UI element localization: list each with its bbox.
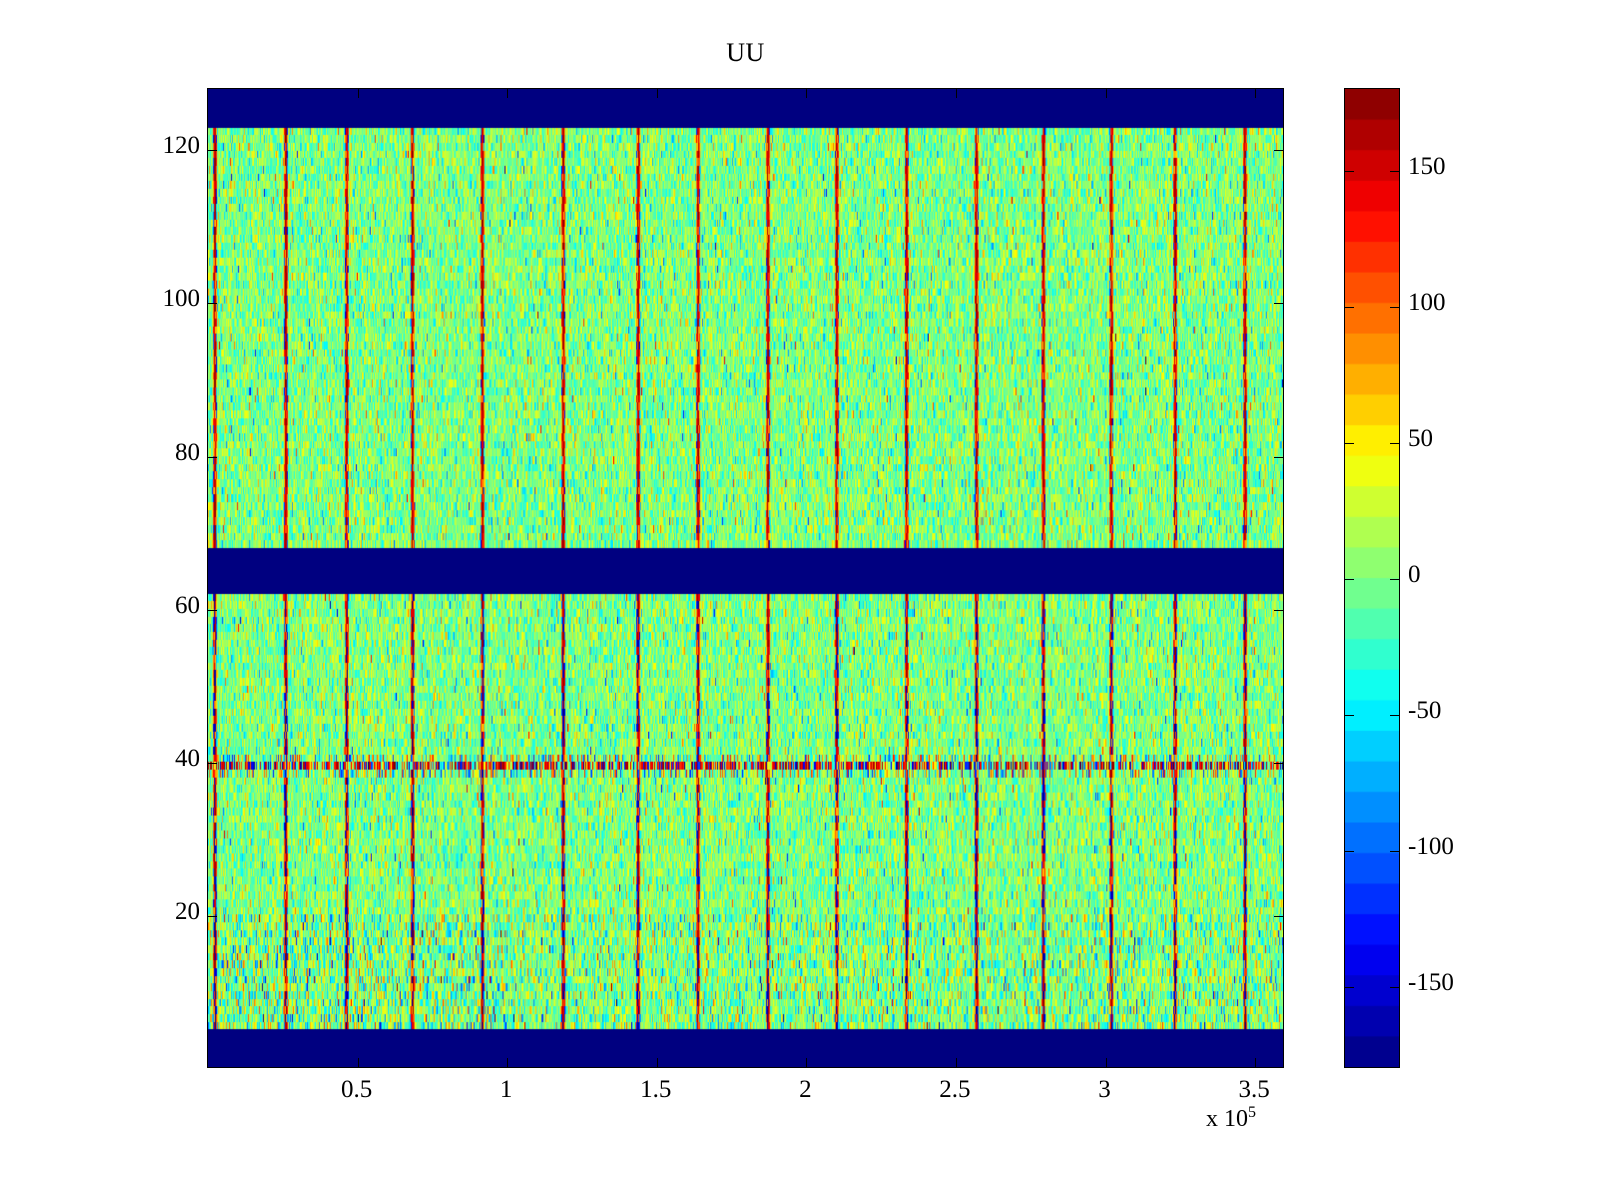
y-tick-label-60: 60 xyxy=(175,591,200,619)
x-tick-top-3.5 xyxy=(1255,89,1257,98)
x-tick-top-2.5 xyxy=(955,89,957,98)
colorbar-tick--150 xyxy=(1345,987,1354,989)
x-tick-0.5 xyxy=(357,1058,359,1067)
colorbar-tick-label-150: 150 xyxy=(1408,152,1446,180)
x-tick-top-0.5 xyxy=(357,89,359,98)
colorbar-tick-150 xyxy=(1345,170,1354,172)
y-tick-right-40 xyxy=(1274,762,1283,764)
x-tick-label-2.5: 2.5 xyxy=(939,1076,971,1103)
x-tick-label-3.5: 3.5 xyxy=(1238,1076,1270,1103)
x-tick-label-0.5: 0.5 xyxy=(340,1076,373,1103)
heatmap-axes[interactable] xyxy=(207,88,1284,1068)
x-axis-exponent-label: x 105 xyxy=(1206,1104,1256,1132)
x-tick-3.5 xyxy=(1255,1058,1257,1067)
y-tick-100 xyxy=(208,303,217,305)
x-tick-3 xyxy=(1105,1058,1107,1067)
y-tick-40 xyxy=(208,762,217,764)
colorbar-tick-right-100 xyxy=(1390,306,1399,308)
y-tick-label-100: 100 xyxy=(162,285,201,313)
y-tick-right-100 xyxy=(1274,303,1283,305)
colorbar-tick-label-50: 50 xyxy=(1408,424,1433,452)
heatmap-image xyxy=(208,89,1283,1067)
y-tick-60 xyxy=(208,609,217,611)
colorbar-tick-0 xyxy=(1345,579,1354,580)
y-tick-right-60 xyxy=(1274,609,1283,611)
colorbar-tick-50 xyxy=(1345,442,1354,444)
x-tick-label-1: 1 xyxy=(499,1076,513,1103)
x-tick-2 xyxy=(806,1058,808,1067)
x-tick-label-2: 2 xyxy=(799,1076,812,1103)
colorbar-tick-100 xyxy=(1345,306,1354,308)
x-tick-1 xyxy=(507,1058,509,1067)
y-tick-120 xyxy=(208,150,217,152)
y-tick-label-120: 120 xyxy=(162,132,201,160)
x-tick-top-1.5 xyxy=(656,89,658,98)
colorbar-gradient xyxy=(1345,89,1399,1067)
x-tick-2.5 xyxy=(955,1058,957,1067)
x-axis-exponent-power: 5 xyxy=(1248,1104,1256,1121)
colorbar-tick-label-100: 100 xyxy=(1408,288,1446,316)
y-tick-label-40: 40 xyxy=(175,744,200,772)
x-tick-top-1 xyxy=(507,89,509,98)
colorbar-tick-right--150 xyxy=(1390,987,1399,989)
colorbar-tick-right-0 xyxy=(1390,579,1399,580)
colorbar[interactable] xyxy=(1344,88,1400,1068)
plot-title: UU xyxy=(726,38,765,67)
colorbar-tick-right--100 xyxy=(1390,851,1399,853)
y-tick-20 xyxy=(208,915,217,917)
y-tick-label-80: 80 xyxy=(175,438,200,466)
y-tick-right-120 xyxy=(1274,150,1283,152)
x-tick-label-3: 3 xyxy=(1098,1076,1111,1103)
x-tick-1.5 xyxy=(656,1058,658,1067)
y-tick-label-20: 20 xyxy=(175,897,200,925)
colorbar-tick-right--50 xyxy=(1390,715,1399,717)
colorbar-tick-label--50: -50 xyxy=(1408,697,1442,725)
colorbar-tick-right-150 xyxy=(1390,170,1399,172)
colorbar-tick--100 xyxy=(1345,851,1354,853)
colorbar-tick--50 xyxy=(1345,715,1354,717)
colorbar-tick-right-50 xyxy=(1390,442,1399,444)
x-tick-top-2 xyxy=(806,89,808,98)
colorbar-tick-label-0: 0 xyxy=(1408,561,1421,588)
y-tick-80 xyxy=(208,456,217,458)
y-tick-right-20 xyxy=(1274,915,1283,917)
colorbar-tick-label--100: -100 xyxy=(1408,833,1454,861)
x-tick-top-3 xyxy=(1105,89,1107,98)
colorbar-tick-label--150: -150 xyxy=(1408,969,1454,997)
y-tick-right-80 xyxy=(1274,456,1283,458)
x-tick-label-1.5: 1.5 xyxy=(640,1076,672,1103)
